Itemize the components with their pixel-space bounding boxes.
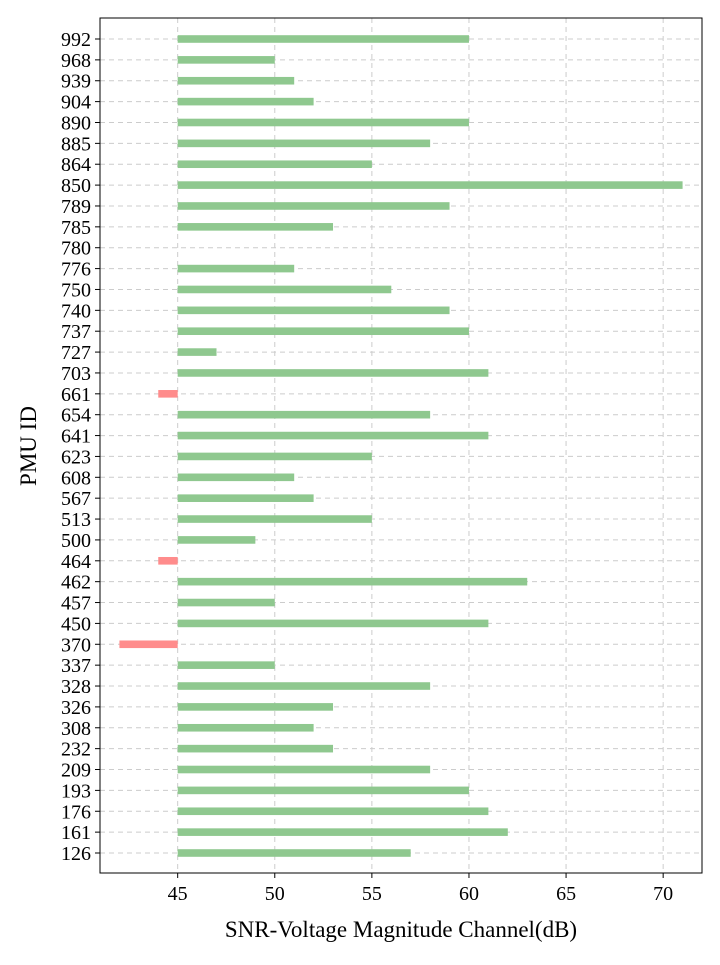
y-tick-label: 904 [61,92,91,114]
bar-pmu-326 [177,703,334,711]
y-tick-label: 661 [61,384,91,406]
y-tick-label: 703 [61,363,91,385]
y-tick-label: 464 [61,551,91,573]
bar-pmu-126 [177,849,411,857]
x-tick-label: 55 [362,883,382,905]
bar-pmu-457 [177,598,275,607]
tick-layer: 45 50 55 60 65 701261611761932092323083263283… [61,29,673,905]
bar-pmu-864 [177,160,372,169]
bar-pmu-623 [177,452,372,461]
bar-pmu-968 [177,56,275,64]
y-tick-label: 126 [61,843,91,865]
y-tick-label: 450 [61,613,91,635]
y-tick-label: 737 [61,321,91,343]
bar-pmu-193 [177,786,469,795]
y-tick-label: 776 [61,259,91,281]
y-tick-label: 641 [61,426,91,448]
bar-layer [119,35,683,857]
bar-pmu-850 [177,181,683,189]
y-tick-label: 308 [61,718,91,740]
y-tick-label: 328 [61,676,91,698]
y-tick-label: 785 [61,217,91,239]
bar-pmu-462 [177,577,528,586]
y-tick-label: 337 [61,655,91,677]
bar-pmu-785 [177,223,334,231]
y-tick-label: 780 [61,238,91,260]
y-axis-title: PMU ID [16,406,41,486]
y-tick-label: 161 [61,822,91,844]
y-tick-label: 608 [61,467,91,489]
y-tick-label: 890 [61,112,91,134]
y-tick-label: 193 [61,780,91,802]
y-tick-label: 457 [61,593,91,615]
y-tick-label: 326 [61,697,91,719]
y-tick-label: 567 [61,488,91,510]
bar-pmu-750 [177,285,392,294]
bar-pmu-500 [177,536,256,544]
bar-pmu-161 [177,828,508,836]
x-tick-label: 65 [556,883,576,905]
x-tick-label: 45 [168,883,188,905]
bar-pmu-992 [177,35,469,43]
bar-pmu-703 [177,369,489,377]
bar-pmu-176 [177,807,489,816]
bar-pmu-904 [177,97,314,106]
bar-pmu-567 [177,494,314,502]
y-tick-label: 462 [61,572,91,594]
y-tick-label: 864 [61,154,91,176]
y-tick-label: 968 [61,50,91,72]
bar-pmu-737 [177,327,469,336]
y-tick-label: 740 [61,300,91,322]
y-tick-label: 500 [61,530,91,552]
bar-pmu-776 [177,264,295,273]
bar-pmu-337 [177,661,275,669]
y-tick-label: 789 [61,196,91,218]
y-tick-label: 885 [61,133,91,155]
bar-pmu-885 [177,139,431,148]
x-axis-title: SNR-Voltage Magnitude Channel(dB) [225,917,577,942]
bar-pmu-464 [158,556,178,565]
y-tick-label: 654 [61,405,91,427]
y-tick-label: 176 [61,801,91,823]
y-tick-label: 370 [61,634,91,656]
y-tick-label: 750 [61,279,91,301]
y-tick-label: 232 [61,739,91,761]
bar-pmu-890 [177,118,469,127]
bar-pmu-789 [177,202,450,210]
bar-pmu-328 [177,682,431,690]
y-tick-label: 209 [61,760,91,782]
bar-pmu-608 [177,473,295,482]
y-tick-label: 727 [61,342,91,364]
bar-pmu-450 [177,619,489,628]
bar-pmu-654 [177,410,431,419]
x-tick-label: 70 [653,883,673,905]
y-tick-label: 850 [61,175,91,197]
y-tick-label: 939 [61,71,91,93]
bar-pmu-727 [177,348,217,356]
bar-pmu-939 [177,76,295,85]
bar-pmu-308 [177,723,314,732]
bar-pmu-740 [177,306,450,315]
bar-pmu-641 [177,431,489,440]
x-tick-label: 60 [459,883,479,905]
y-tick-label: 992 [61,29,91,51]
bar-pmu-370 [119,640,178,649]
y-tick-label: 513 [61,509,91,531]
plot-frame [99,17,703,874]
bar-pmu-513 [177,515,372,523]
bar-pmu-209 [177,765,431,774]
bar-pmu-661 [158,390,178,398]
x-tick-label: 50 [265,883,285,905]
y-tick-label: 623 [61,446,91,468]
bar-pmu-232 [177,744,334,753]
